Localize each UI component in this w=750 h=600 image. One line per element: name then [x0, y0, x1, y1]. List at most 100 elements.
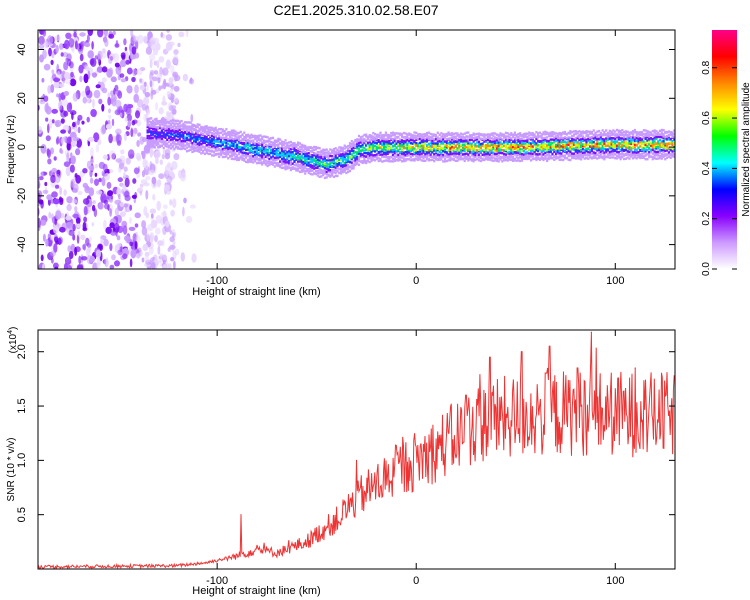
ridge-cell — [522, 134, 525, 137]
ridge-cell — [218, 131, 221, 135]
ridge-cell — [664, 144, 667, 147]
ridge-cell — [343, 144, 346, 147]
ridge-cell — [531, 140, 534, 143]
ridge-cell — [357, 152, 361, 155]
ridge-cell — [594, 156, 597, 159]
ridge-cell — [608, 153, 611, 157]
ridge-cell — [434, 150, 438, 154]
ridge-cell — [667, 130, 670, 133]
ridge-cell — [583, 143, 586, 146]
ridge-cell — [236, 131, 239, 135]
y-tick-label: 40 — [16, 43, 28, 55]
ridge-cell — [277, 140, 280, 143]
ridge-cell — [293, 153, 296, 156]
ridge-cell — [221, 143, 224, 146]
ridge-cell — [348, 157, 352, 160]
ridge-cell — [540, 155, 543, 158]
ridge-cell — [400, 133, 404, 136]
ridge-cell — [483, 144, 486, 147]
ridge-cell — [621, 149, 624, 152]
noise-cell — [155, 42, 161, 51]
noise-cell — [50, 147, 54, 155]
ridge-cell — [176, 141, 180, 144]
ridge-cell — [329, 171, 332, 174]
ridge-cell — [524, 139, 527, 142]
ridge-cell — [470, 154, 473, 157]
ridge-cell — [230, 153, 233, 156]
ridge-cell — [307, 164, 310, 167]
ridge-cell — [535, 137, 538, 141]
ridge-cell — [356, 145, 359, 148]
ridge-cell — [178, 135, 181, 138]
ridge-cell — [546, 157, 549, 160]
ridge-cell — [571, 152, 574, 155]
ridge-cell — [546, 132, 549, 136]
ridge-cell — [617, 141, 620, 145]
ridge-cell — [436, 154, 439, 158]
ridge-cell — [291, 167, 294, 170]
ridge-cell — [481, 153, 484, 156]
ridge-cell — [673, 149, 675, 152]
ridge-cell — [433, 154, 436, 158]
ridge-cell — [623, 157, 626, 161]
ridge-cell — [368, 147, 371, 151]
ridge-cell — [528, 141, 531, 145]
ridge-cell — [524, 132, 527, 135]
ridge-cell — [363, 159, 366, 162]
noise-cell — [55, 210, 62, 220]
ridge-cell — [381, 160, 384, 163]
noise-cell — [141, 150, 146, 160]
ridge-cell — [535, 153, 538, 156]
ridge-cell — [393, 139, 396, 142]
ridge-cell — [221, 141, 224, 144]
ridge-cell — [391, 141, 395, 144]
ridge-cell — [377, 144, 380, 147]
ridge-cell — [341, 164, 344, 167]
ridge-cell — [520, 143, 524, 146]
ridge-cell — [540, 143, 543, 146]
ridge-cell — [168, 135, 171, 138]
ridge-cell — [295, 158, 298, 161]
ridge-cell — [150, 131, 153, 135]
ridge-cell — [289, 151, 292, 154]
ridge-cell — [366, 151, 369, 155]
ridge-cell — [211, 142, 214, 145]
ridge-cell — [327, 167, 330, 170]
ridge-cell — [538, 144, 541, 147]
ridge-cell — [155, 132, 158, 135]
ridge-cell — [150, 125, 153, 128]
ridge-cell — [155, 141, 158, 144]
ridge-cell — [180, 143, 183, 146]
ridge-cell — [198, 141, 201, 144]
ridge-cell — [291, 153, 294, 156]
ridge-cell — [486, 152, 490, 156]
ridge-cell — [601, 137, 604, 141]
ridge-cell — [216, 133, 219, 136]
ridge-cell — [651, 146, 654, 149]
ridge-cell — [298, 145, 301, 149]
ridge-cell — [277, 145, 280, 148]
ridge-cell — [384, 134, 387, 137]
ridge-cell — [501, 152, 504, 155]
ridge-cell — [191, 125, 194, 128]
ridge-cell — [495, 152, 498, 155]
ridge-cell — [300, 170, 303, 173]
ridge-cell — [171, 144, 174, 148]
ridge-cell — [146, 129, 149, 132]
ridge-cell — [426, 140, 429, 143]
ridge-cell — [467, 145, 470, 148]
ridge-cell — [381, 153, 384, 156]
noise-cell — [120, 78, 127, 83]
ridge-cell — [470, 151, 473, 154]
ridge-cell — [406, 134, 409, 138]
ridge-cell — [314, 148, 318, 151]
ridge-cell — [531, 145, 534, 148]
ridge-cell — [571, 145, 574, 149]
ridge-cell — [286, 143, 289, 146]
ridge-cell — [205, 135, 208, 139]
ridge-cell — [164, 136, 167, 139]
noise-cell — [147, 224, 154, 232]
ridge-cell — [513, 139, 516, 142]
ridge-cell — [651, 148, 654, 152]
